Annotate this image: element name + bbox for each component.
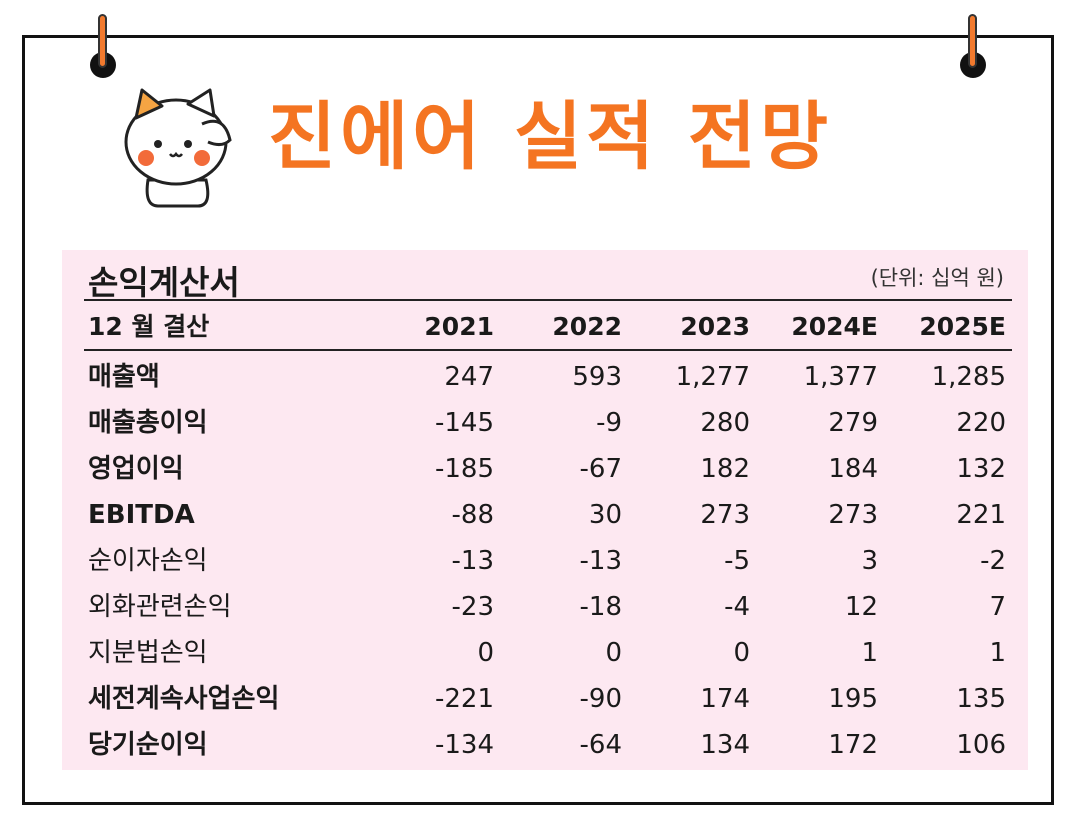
- cell-value: -18: [579, 592, 622, 622]
- cell-value: 134: [700, 730, 750, 760]
- income-statement-table: 손익계산서 (단위: 십억 원) 12 월 결산 2021 2022 2023 …: [62, 250, 1028, 770]
- cell-value: -2: [980, 546, 1006, 576]
- statement-title: 손익계산서: [88, 263, 240, 302]
- header-year: 2021: [424, 312, 494, 341]
- cell-value: 247: [444, 362, 494, 392]
- binder-clip-right: [968, 14, 977, 68]
- cell-value: 221: [956, 500, 1006, 530]
- table-row: 지분법손익 0 0 0 1 1: [62, 630, 1028, 676]
- cell-value: 1,277: [675, 362, 750, 392]
- header-label: 12 월 결산: [88, 312, 210, 341]
- table-row: 매출총이익 -145 -9 280 279 220: [62, 400, 1028, 446]
- cell-value: -88: [451, 500, 494, 530]
- cell-value: 3: [861, 546, 878, 576]
- cell-value: -67: [579, 454, 622, 484]
- table-row: 외화관련손익 -23 -18 -4 12 7: [62, 584, 1028, 630]
- cell-value: -13: [451, 546, 494, 576]
- cell-value: -13: [579, 546, 622, 576]
- row-label: 매출총이익: [88, 408, 208, 438]
- header-year: 2025E: [919, 312, 1006, 341]
- cell-value: 220: [956, 408, 1006, 438]
- cell-value: 12: [844, 592, 878, 622]
- row-label: 당기순이익: [88, 730, 208, 760]
- cell-value: -145: [434, 408, 494, 438]
- table-row: 영업이익 -185 -67 182 184 132: [62, 446, 1028, 492]
- cell-value: -64: [579, 730, 622, 760]
- cell-value: -221: [434, 684, 494, 714]
- page-title: 진에어 실적 전망: [268, 94, 833, 180]
- cell-value: 0: [477, 638, 494, 668]
- cell-value: 195: [828, 684, 878, 714]
- unit-label: (단위: 십억 원): [870, 266, 1004, 290]
- cell-value: 0: [605, 638, 622, 668]
- header-year: 2023: [680, 312, 750, 341]
- cat-mascot-icon: [124, 88, 232, 208]
- cell-value: 273: [828, 500, 878, 530]
- cell-value: -4: [724, 592, 750, 622]
- cell-value: 0: [733, 638, 750, 668]
- cell-value: 1,377: [803, 362, 878, 392]
- row-label: 영업이익: [88, 454, 184, 484]
- row-label: EBITDA: [88, 500, 195, 530]
- cell-value: 174: [700, 684, 750, 714]
- cell-value: -185: [434, 454, 494, 484]
- cell-value: 172: [828, 730, 878, 760]
- row-label: 지분법손익: [88, 638, 208, 668]
- header-year: 2024E: [791, 312, 878, 341]
- table-row: 당기순이익 -134 -64 134 172 106: [62, 722, 1028, 768]
- table-top-rule: [84, 299, 1012, 301]
- cell-value: -134: [434, 730, 494, 760]
- cell-value: 182: [700, 454, 750, 484]
- row-label: 세전계속사업손익: [88, 684, 280, 714]
- table-row: 매출액 247 593 1,277 1,377 1,285: [62, 354, 1028, 400]
- cell-value: -23: [451, 592, 494, 622]
- row-label: 외화관련손익: [88, 592, 232, 622]
- cell-value: 1: [989, 638, 1006, 668]
- table-header-row: 12 월 결산 2021 2022 2023 2024E 2025E: [62, 304, 1028, 350]
- cell-value: 1: [861, 638, 878, 668]
- header-year: 2022: [552, 312, 622, 341]
- cell-value: 135: [956, 684, 1006, 714]
- table-row: 순이자손익 -13 -13 -5 3 -2: [62, 538, 1028, 584]
- binder-clip-left: [98, 14, 107, 68]
- row-label: 매출액: [88, 362, 160, 392]
- cell-value: 280: [700, 408, 750, 438]
- table-row: EBITDA -88 30 273 273 221: [62, 492, 1028, 538]
- cell-value: 184: [828, 454, 878, 484]
- cell-value: 30: [588, 500, 622, 530]
- table-row: 세전계속사업손익 -221 -90 174 195 135: [62, 676, 1028, 722]
- row-label: 순이자손익: [88, 546, 208, 576]
- cell-value: 1,285: [931, 362, 1006, 392]
- cell-value: -90: [579, 684, 622, 714]
- cell-value: -5: [724, 546, 750, 576]
- cell-value: 106: [956, 730, 1006, 760]
- cell-value: 593: [572, 362, 622, 392]
- cell-value: 273: [700, 500, 750, 530]
- cell-value: 279: [828, 408, 878, 438]
- cell-value: -9: [596, 408, 622, 438]
- cell-value: 132: [956, 454, 1006, 484]
- cell-value: 7: [989, 592, 1006, 622]
- table-header-rule: [84, 349, 1012, 351]
